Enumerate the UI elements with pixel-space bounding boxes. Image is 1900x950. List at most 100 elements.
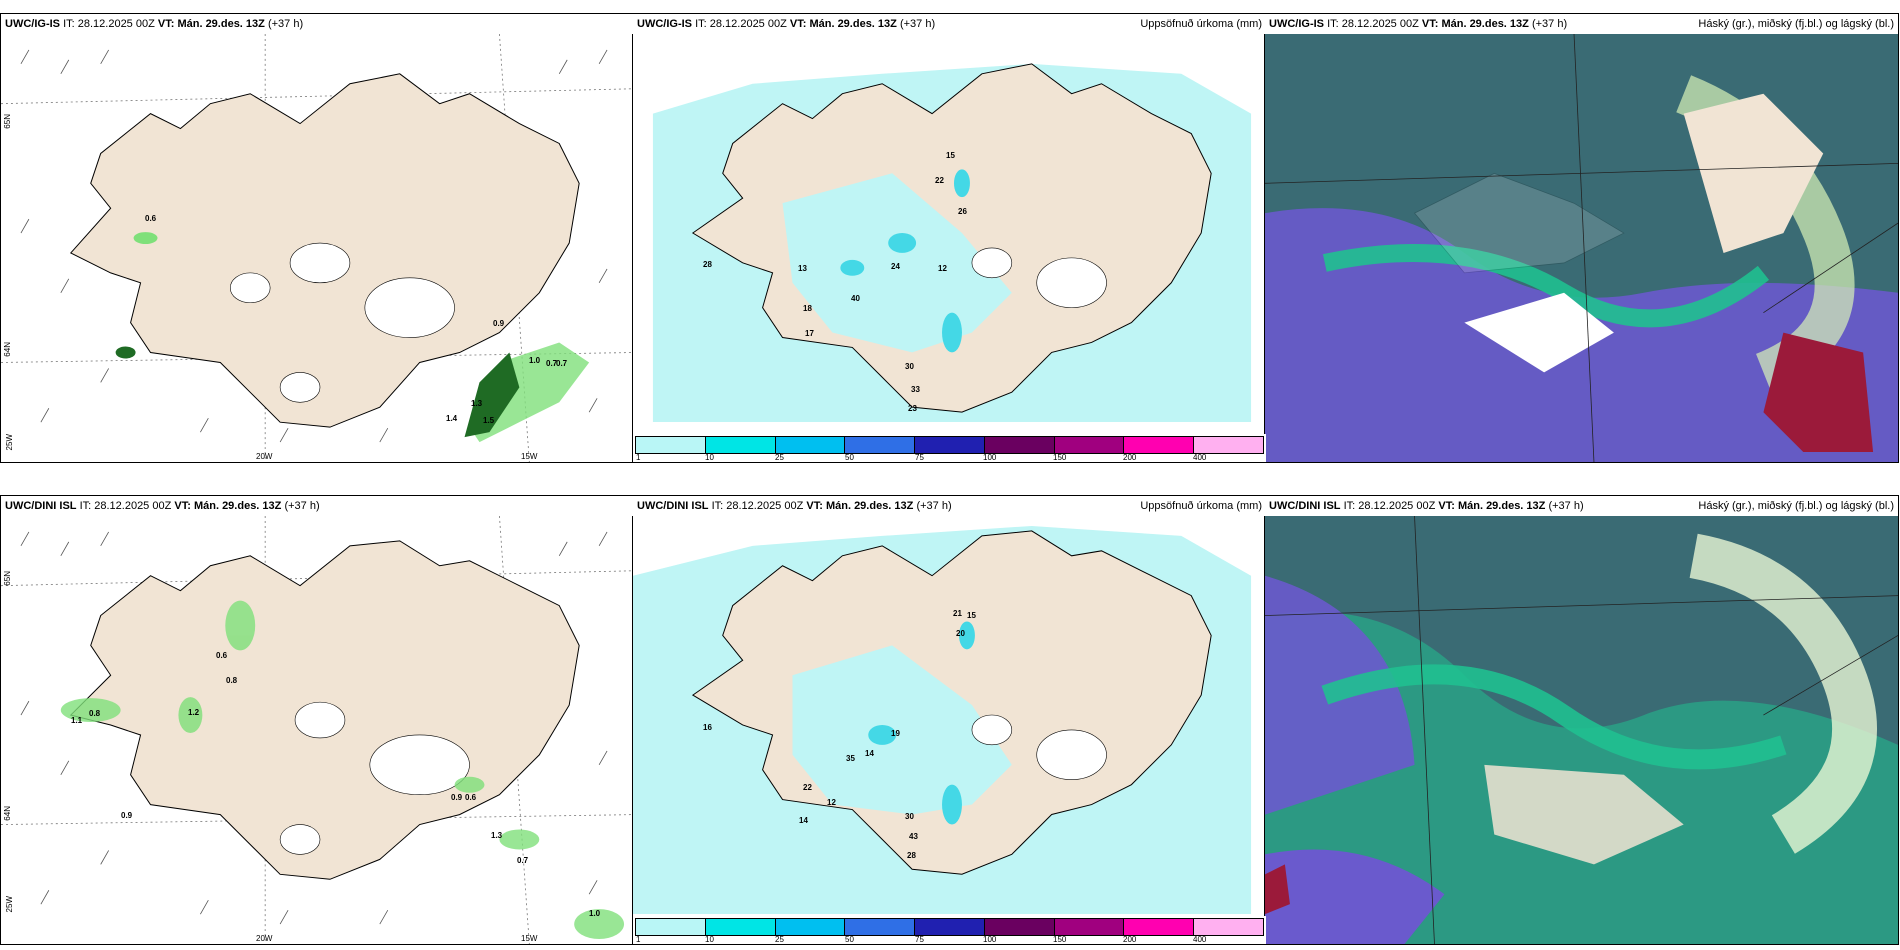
legend-colorbar <box>635 918 1264 936</box>
precip-value: 12 <box>827 798 836 807</box>
model-name: UWC/DINI ISL <box>1269 500 1341 512</box>
lat-label: 64N <box>3 806 12 821</box>
legend-swatch <box>984 919 1055 935</box>
legend-swatch <box>705 919 776 935</box>
wind-label: 0.6 <box>216 651 228 660</box>
legend-swatch <box>636 919 706 935</box>
precip-value: 43 <box>909 832 918 841</box>
wind-label: 0.6 <box>145 214 157 223</box>
legend-tick: 150 <box>1053 453 1067 462</box>
legend-tick: 50 <box>845 453 854 462</box>
legend-tick: 25 <box>775 935 784 944</box>
lead-time: (+37 h) <box>899 18 936 30</box>
wind-label: 0.7 <box>556 359 568 368</box>
legend-tick: 200 <box>1123 453 1137 462</box>
precip-value: 40 <box>851 294 860 303</box>
map-cloud-row1 <box>1265 34 1898 462</box>
wind-label: 0.7 <box>517 856 529 865</box>
it-label: IT: <box>1343 500 1356 512</box>
panel-cloud-row2: UWC/DINI ISL IT: 28.12.2025 00Z VT: Mán.… <box>1264 495 1899 945</box>
legend-swatch <box>1124 919 1195 935</box>
lat-label: 65N <box>3 114 12 129</box>
wind-label: 1.5 <box>483 416 495 425</box>
precip-value: 15 <box>967 611 976 620</box>
legend-tick: 100 <box>983 935 997 944</box>
header-precip-row1: UWC/IG-IS IT: 28.12.2025 00Z VT: Mán. 29… <box>633 14 1266 34</box>
vt-value: Mán. 29.des. 13Z <box>1441 18 1529 30</box>
wind-label: 0.9 <box>451 793 463 802</box>
lat-label: 64N <box>3 342 12 357</box>
legend-tick: 400 <box>1193 453 1207 462</box>
legend-tick: 25 <box>775 453 784 462</box>
it-value: 28.12.2025 00Z <box>709 18 787 30</box>
legend-swatch <box>1124 437 1195 453</box>
wind-label: 0.8 <box>89 709 101 718</box>
vt-value: Mán. 29.des. 13Z <box>1457 500 1546 512</box>
it-label: IT: <box>711 500 724 512</box>
legend-tick: 75 <box>915 935 924 944</box>
precip-value: 22 <box>935 176 944 185</box>
legend-swatch <box>1054 437 1125 453</box>
legend-tick: 400 <box>1193 935 1207 944</box>
wind-label: 0.7 <box>546 359 558 368</box>
precip-value: 20 <box>956 629 965 638</box>
precip-value: 18 <box>803 304 812 313</box>
model-name: UWC/IG-IS <box>5 18 60 30</box>
cloud-title: Háský (gr.), miðský (fj.bl.) og lágský (… <box>1698 18 1894 30</box>
map-wind-row1 <box>1 34 634 462</box>
legend-swatch <box>705 437 776 453</box>
it-label: IT: <box>79 500 92 512</box>
vt-label: VT: <box>789 18 807 30</box>
precip-value: 14 <box>799 816 808 825</box>
wind-label: 1.0 <box>589 909 601 918</box>
precip-value: 16 <box>703 723 712 732</box>
legend-swatch <box>984 437 1055 453</box>
precip-value: 23 <box>908 404 917 413</box>
it-value: 28.12.2025 00Z <box>77 18 155 30</box>
lon-label: 20W <box>256 452 273 461</box>
map-cloud-row2 <box>1265 516 1898 944</box>
precip-title: Uppsöfnuð úrkoma (mm) <box>1140 500 1262 512</box>
precip-value: 33 <box>911 385 920 394</box>
panel-wind-row2: UWC/DINI ISL IT: 28.12.2025 00Z VT: Mán.… <box>0 495 635 945</box>
legend-swatch <box>845 919 916 935</box>
lon-label: 25W <box>5 896 14 913</box>
panel-precip-row1: UWC/IG-IS IT: 28.12.2025 00Z VT: Mán. 29… <box>632 13 1267 463</box>
lon-label: 15W <box>521 452 538 461</box>
legend-tick: 10 <box>705 935 714 944</box>
vt-value: Mán. 29.des. 13Z <box>825 500 914 512</box>
map-precip-row1 <box>633 34 1266 434</box>
wind-label: 1.3 <box>471 399 483 408</box>
panel-precip-row2: UWC/DINI ISL IT: 28.12.2025 00Z VT: Mán.… <box>632 495 1267 945</box>
vt-value: Mán. 29.des. 13Z <box>193 500 282 512</box>
lat-label: 65N <box>3 571 12 586</box>
precip-value: 17 <box>805 329 814 338</box>
vt-label: VT: <box>1421 18 1439 30</box>
precip-value: 26 <box>958 207 967 216</box>
wind-label: 0.9 <box>493 319 505 328</box>
lead-time: (+37 h) <box>1548 500 1584 512</box>
header-wind-row1: UWC/IG-IS IT: 28.12.2025 00Z VT: Mán. 29… <box>1 14 634 34</box>
lead-time: (+37 h) <box>916 500 952 512</box>
vt-value: Mán. 29.des. 13Z <box>809 18 897 30</box>
it-label: IT: <box>695 18 707 30</box>
lon-label: 25W <box>5 434 14 451</box>
header-cloud-row2: UWC/DINI ISL IT: 28.12.2025 00Z VT: Mán.… <box>1265 496 1898 516</box>
lead-time: (+37 h) <box>267 18 304 30</box>
cloud-title: Háský (gr.), miðský (fj.bl.) og lágský (… <box>1698 500 1894 512</box>
it-value: 28.12.2025 00Z <box>1341 18 1419 30</box>
precip-legend-row1: 1 10 25 50 75 100 150 200 400 <box>633 434 1266 462</box>
panel-cloud-row1: UWC/IG-IS IT: 28.12.2025 00Z VT: Mán. 29… <box>1264 13 1899 463</box>
legend-swatch <box>775 437 846 453</box>
wind-label: 1.0 <box>529 356 541 365</box>
legend-swatch <box>845 437 916 453</box>
wind-label: 1.4 <box>446 414 458 423</box>
legend-tick: 10 <box>705 453 714 462</box>
legend-tick: 50 <box>845 935 854 944</box>
precip-value: 35 <box>846 754 855 763</box>
precip-title: Uppsöfnuð úrkoma (mm) <box>1140 18 1262 30</box>
legend-swatch <box>1194 919 1264 935</box>
precip-value: 28 <box>907 851 916 860</box>
lead-time: (+37 h) <box>1531 18 1568 30</box>
legend-swatch <box>775 919 846 935</box>
